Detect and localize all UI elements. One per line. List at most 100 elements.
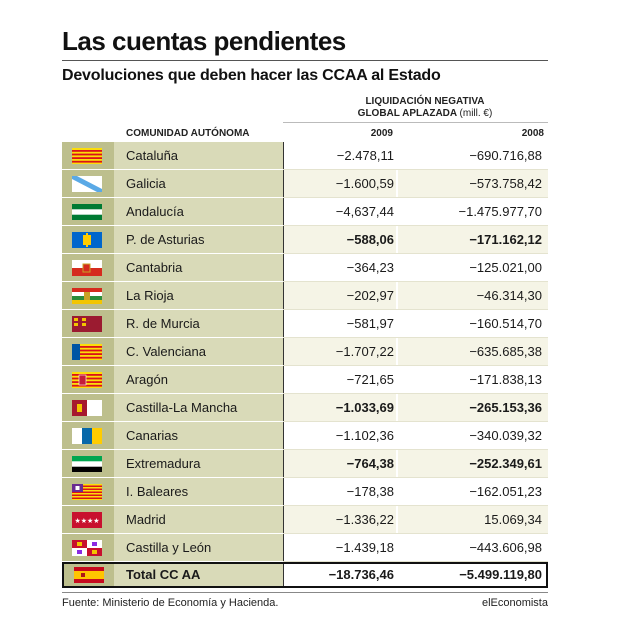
table-row: Aragón −721,65 −171.838,13 <box>62 366 548 394</box>
value-2008: −171.162,12 <box>398 226 548 253</box>
flag-cell <box>62 198 114 225</box>
flag-cell <box>62 254 114 281</box>
comunidad-name: Canarias <box>114 422 283 449</box>
value-2008: −265.153,36 <box>398 394 548 421</box>
flag-cell <box>62 310 114 337</box>
brand-credit: elEconomista <box>481 597 548 609</box>
row-divider-values <box>283 253 548 254</box>
value-2008: −162.051,23 <box>469 484 542 499</box>
flag-cell <box>62 226 114 253</box>
row-divider-values <box>283 169 548 170</box>
castilla-la-mancha-flag-icon <box>72 400 102 416</box>
row-divider-values <box>283 309 548 310</box>
header-divider <box>283 122 548 123</box>
year-2009-header: 2009 <box>370 128 393 139</box>
comunidad-name: Galicia <box>114 170 283 197</box>
table-row: Castilla-La Mancha −1.033,69 −265.153,36 <box>62 394 548 422</box>
row-divider-values <box>283 225 548 226</box>
value-2009: −1.439,18 <box>283 534 396 561</box>
value-2009: −202,97 <box>283 282 396 309</box>
comunidad-name: P. de Asturias <box>114 226 283 253</box>
table-row: Canarias −1.102,36 −340.039,32 <box>62 422 548 450</box>
row-divider-values <box>283 505 548 506</box>
table-row: Castilla y León −1.439,18 −443.606,98 <box>62 534 548 562</box>
total-2008-value: −5.499.119,80 <box>459 567 542 582</box>
value-2008: −125.021,00 <box>469 260 542 275</box>
title-divider <box>62 60 548 61</box>
total-label: Total CC AA <box>114 564 283 586</box>
value-2009: −721,65 <box>283 366 396 393</box>
flag-cell <box>62 142 114 169</box>
table-row: La Rioja −202,97 −46.314,30 <box>62 282 548 310</box>
value-2009: −2.478,11 <box>283 142 396 169</box>
table-row: Extremadura −764,38 −252.349,61 <box>62 450 548 478</box>
value-2009: −364,23 <box>283 254 396 281</box>
table-row: ★★★★ Madrid −1.336,22 15.069,34 <box>62 506 548 534</box>
row-divider-values <box>283 421 548 422</box>
comunidad-name: Cataluña <box>114 142 283 169</box>
table-row: Cantabria −364,23 −125.021,00 <box>62 254 548 282</box>
svg-text:★★★★: ★★★★ <box>74 517 99 525</box>
flag-cell: ★★★★ <box>62 506 114 533</box>
comunidad-name: Andalucía <box>114 198 283 225</box>
value-2008: 15.069,34 <box>398 506 548 533</box>
total-row: Total CC AA −18.736,46 −5.499.119,80 <box>62 562 548 588</box>
unit-label: (mill. €) <box>459 108 493 119</box>
flag-cell <box>62 450 114 477</box>
table-row: Cataluña −2.478,11 −690.716,88 <box>62 142 548 170</box>
baleares-flag-icon <box>72 484 102 500</box>
row-divider-values <box>283 281 548 282</box>
value-2009: −4,637,44 <box>283 198 396 225</box>
flag-cell <box>62 534 114 561</box>
value-2009: −1.600,59 <box>283 170 396 197</box>
page-subtitle: Devoluciones que deben hacer las CCAA al… <box>62 67 441 84</box>
table-row: P. de Asturias −588,06 −171.162,12 <box>62 226 548 254</box>
value-2008: −690.716,88 <box>469 148 542 163</box>
comunidad-name: Madrid <box>114 506 283 533</box>
galicia-flag-icon <box>72 176 102 192</box>
table-row: C. Valenciana −1.707,22 −635.685,38 <box>62 338 548 366</box>
comunidad-column-header: COMUNIDAD AUTÓNOMA <box>126 128 250 139</box>
canarias-flag-icon <box>72 428 102 444</box>
data-table: Cataluña −2.478,11 −690.716,88 Galicia −1.60… <box>62 142 548 562</box>
table-row: Andalucía −4,637,44 −1.475.977,70 <box>62 198 548 226</box>
liquidacion-header-line1: LIQUIDACIÓN NEGATIVA <box>365 96 485 107</box>
andalucia-flag-icon <box>72 204 102 220</box>
flag-cell <box>62 338 114 365</box>
value-2008: −443.606,98 <box>469 540 542 555</box>
liquidacion-header-line2: GLOBAL APLAZADA <box>357 108 457 119</box>
castilla-leon-flag-icon <box>72 540 102 556</box>
cantabria-flag-icon <box>72 260 102 276</box>
value-2009: −1.336,22 <box>283 506 396 533</box>
comunidad-name: R. de Murcia <box>114 310 283 337</box>
table-row: I. Baleares −178,38 −162.051,23 <box>62 478 548 506</box>
cataluna-flag-icon <box>72 148 102 164</box>
year-2008-header: 2008 <box>521 128 544 139</box>
liquidacion-header: LIQUIDACIÓN NEGATIVA GLOBAL APLAZADA (mi… <box>330 96 520 120</box>
value-2008: −635.685,38 <box>398 338 548 365</box>
value-2009: −588,06 <box>283 226 396 253</box>
aragon-flag-icon <box>72 372 102 388</box>
value-2008: −171.838,13 <box>469 372 542 387</box>
value-2009: −581,97 <box>283 310 396 337</box>
value-2008: −340.039,32 <box>469 428 542 443</box>
comunidad-name: Cantabria <box>114 254 283 281</box>
comunidad-name: Aragón <box>114 366 283 393</box>
comunidad-name: Castilla y León <box>114 534 283 561</box>
flag-cell <box>62 282 114 309</box>
comunidad-name: La Rioja <box>114 282 283 309</box>
flag-cell <box>62 366 114 393</box>
row-divider-values <box>283 197 548 198</box>
flag-cell <box>62 170 114 197</box>
flag-cell <box>62 394 114 421</box>
total-flag-cell <box>64 564 114 586</box>
row-divider-values <box>283 561 548 562</box>
flag-cell <box>62 478 114 505</box>
comunidad-name: Castilla-La Mancha <box>114 394 283 421</box>
footer-divider <box>62 592 548 593</box>
row-divider-values <box>283 393 548 394</box>
total-2009-value: −18.736,46 <box>283 564 396 586</box>
murcia-flag-icon <box>72 316 102 332</box>
value-2008: −573.758,42 <box>398 170 548 197</box>
value-2009: −1.102,36 <box>283 422 396 449</box>
